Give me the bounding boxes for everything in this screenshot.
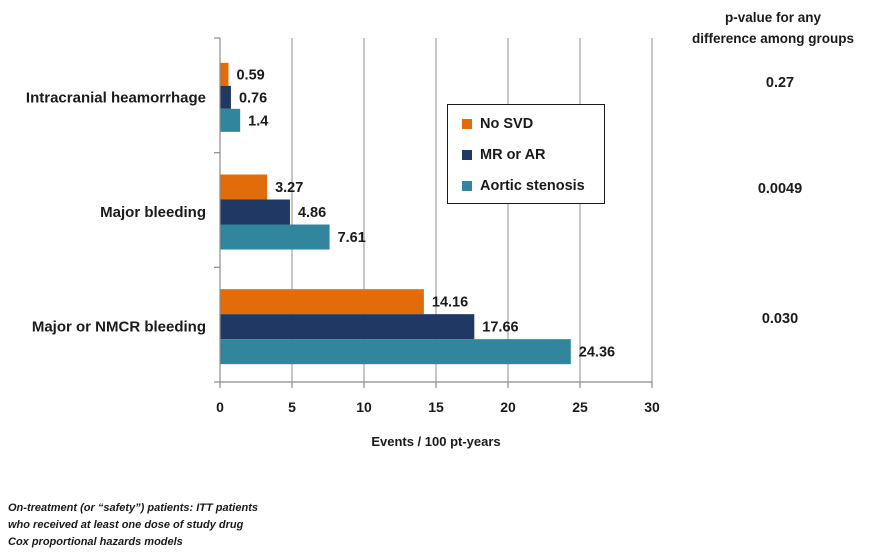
x-tick-label: 0 <box>216 399 224 415</box>
bars <box>220 62 571 365</box>
bar <box>220 85 231 109</box>
pvalue-header-line2: difference among groups <box>691 31 855 46</box>
x-tick-label: 15 <box>428 399 444 415</box>
legend-item-aortic-stenosis: Aortic stenosis <box>462 178 585 194</box>
x-tick-label: 30 <box>644 399 660 415</box>
data-labels: 0.59 0.76 1.4 3.27 4.86 7.61 14.16 17.66 24.36 <box>236 67 615 360</box>
legend-swatch-aortic-stenosis <box>462 181 472 191</box>
pvalue-major-bleeding: 0.0049 <box>757 181 803 197</box>
pvalue-major-nmcr: 0.030 <box>761 311 799 327</box>
data-label: 0.59 <box>236 67 264 83</box>
pvalue-header-line1: p-value for any <box>724 10 822 25</box>
data-label: 1.4 <box>248 113 268 129</box>
bar <box>220 339 571 365</box>
data-label: 14.16 <box>432 295 468 311</box>
category-label: Intracranial heamorrhage <box>26 89 206 106</box>
x-tick-label: 20 <box>500 399 516 415</box>
bar <box>220 62 229 86</box>
bar <box>220 199 290 225</box>
legend-label-aortic-stenosis: Aortic stenosis <box>480 178 585 194</box>
data-label: 17.66 <box>482 320 518 336</box>
legend-label-mr-ar: MR or AR <box>480 147 546 163</box>
data-label: 3.27 <box>275 180 303 196</box>
footnote-line-2: who received at least one dose of study … <box>8 519 244 531</box>
pvalue-header: p-value for any difference among groups <box>668 7 878 49</box>
x-tick-label: 10 <box>356 399 372 415</box>
x-tick-label: 25 <box>572 399 588 415</box>
data-label: 4.86 <box>298 205 326 221</box>
data-label: 7.61 <box>338 230 366 246</box>
x-tick-label: 5 <box>288 399 296 415</box>
bar <box>220 314 475 340</box>
footnote: On-treatment (or “safety”) patients: ITT… <box>8 500 258 551</box>
axes: 0 5 10 15 20 25 30 Intracranial heamorrhage Majo… <box>26 37 660 415</box>
bar <box>220 174 268 200</box>
bar <box>220 224 330 250</box>
data-label: 24.36 <box>579 345 615 361</box>
footnote-line-3: Cox proportional hazards models <box>8 536 183 548</box>
pvalue-intracranial: 0.27 <box>765 75 795 91</box>
legend-swatch-no-svd <box>462 119 472 129</box>
legend-swatch-mr-ar <box>462 150 472 160</box>
category-label: Major or NMCR bleeding <box>32 319 206 336</box>
bar <box>220 108 241 132</box>
bar <box>220 289 424 315</box>
x-axis-title: Events / 100 pt-years <box>371 434 500 449</box>
legend-label-no-svd: No SVD <box>480 116 534 132</box>
footnote-line-1: On-treatment (or “safety”) patients: ITT… <box>8 502 258 514</box>
legend-item-no-svd: No SVD <box>462 116 533 132</box>
legend-item-mr-ar: MR or AR <box>462 147 546 163</box>
legend: No SVD MR or AR Aortic stenosis <box>447 104 605 204</box>
category-label: Major bleeding <box>100 204 206 221</box>
data-label: 0.76 <box>239 90 267 106</box>
